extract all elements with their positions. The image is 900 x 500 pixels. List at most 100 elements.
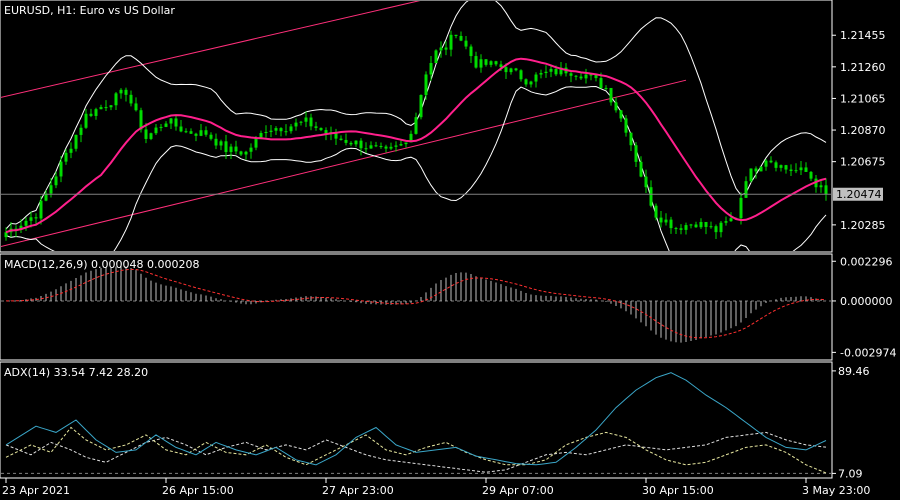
candle-body — [599, 78, 603, 89]
candle-body — [144, 129, 148, 139]
candle-body — [189, 131, 193, 134]
channel-upper-line — [1, 1, 421, 98]
candle-body — [334, 132, 338, 139]
candle-body — [654, 205, 658, 218]
candle-body — [519, 70, 523, 80]
candle-body — [804, 167, 808, 172]
candle-body — [79, 127, 83, 135]
candle-body — [614, 102, 618, 111]
candle-body — [534, 74, 538, 82]
candle-body — [394, 145, 398, 147]
candle-body — [114, 93, 118, 106]
candle-body — [724, 221, 728, 223]
candle-body — [779, 165, 783, 168]
candle-body — [39, 200, 43, 219]
candle-body — [369, 145, 373, 149]
candle-body — [174, 118, 178, 127]
candle-body — [209, 134, 213, 139]
candle-body — [84, 113, 88, 128]
candle-body — [99, 107, 103, 110]
time-axis-ticks: 23 Apr 2021 26 Apr 15:00 27 Apr 23:00 29 Ap… — [2, 478, 870, 497]
candle-body — [619, 110, 623, 119]
candle-body — [234, 146, 238, 152]
candle-body — [94, 109, 98, 116]
candle-body — [304, 117, 308, 122]
candle-body — [749, 168, 753, 182]
candle-body — [184, 131, 188, 133]
candle-body — [494, 61, 498, 65]
candle-body — [629, 132, 633, 146]
candle-body — [169, 118, 173, 124]
candle-body — [554, 68, 558, 75]
candle-body — [384, 146, 388, 149]
candle-body — [774, 162, 778, 168]
adx-tick-label: 7.09 — [838, 467, 863, 480]
candle-body — [484, 59, 488, 65]
candle-body — [509, 68, 513, 73]
candle-body — [319, 127, 323, 131]
candle-body — [379, 146, 383, 148]
time-tick-label: 23 Apr 2021 — [2, 484, 70, 497]
adx-plot — [1, 372, 831, 474]
candle-body — [389, 146, 393, 149]
time-tick-label: 29 Apr 07:00 — [482, 484, 554, 497]
candle-body — [359, 140, 363, 149]
candle-body — [539, 73, 543, 75]
candle-body — [264, 131, 268, 134]
candle-body — [514, 68, 518, 71]
candle-body — [29, 217, 33, 221]
candle-body — [279, 128, 283, 132]
candle-body — [249, 147, 253, 152]
candle-body — [594, 74, 598, 79]
candle-body — [824, 185, 828, 195]
candle-body — [644, 176, 648, 188]
candle-body — [149, 133, 153, 139]
price-pane: 1.21455 1.21260 1.21065 1.20870 1.20675 1.202… — [0, 0, 886, 253]
candle-body — [729, 218, 733, 222]
candle-body — [674, 228, 678, 230]
candle-body — [179, 126, 183, 132]
candle-body — [339, 138, 343, 140]
candle-body — [714, 226, 718, 233]
adx-pane-title: ADX(14) 33.54 7.42 28.20 — [4, 366, 148, 379]
candle-body — [604, 87, 608, 89]
candle-body — [744, 181, 748, 198]
current-price-label: 1.20474 — [836, 188, 882, 201]
candle-body — [44, 193, 48, 201]
price-tick-label: 1.20870 — [840, 124, 886, 137]
candle-body — [4, 232, 8, 238]
candle-body — [739, 197, 743, 219]
candle-body — [819, 185, 823, 188]
candle-body — [154, 127, 158, 134]
candle-body — [284, 131, 288, 133]
bollinger-lower-line — [5, 85, 827, 251]
macd-pane: 0.002296 0.000000 -0.002974 MACD(12,26,9) … — [0, 253, 896, 361]
price-plot — [1, 1, 828, 251]
candle-body — [119, 89, 123, 94]
candle-body — [649, 187, 653, 206]
candle-body — [129, 94, 133, 104]
candle-body — [374, 145, 378, 147]
candle-body — [764, 160, 768, 167]
candle-body — [269, 130, 273, 132]
candle-body — [634, 145, 638, 162]
candle-body — [524, 79, 528, 85]
adx-axis-ticks: 89.46 7.09 — [832, 365, 870, 480]
candle-body — [434, 50, 438, 64]
candle-body — [579, 76, 583, 79]
candle-body — [639, 161, 643, 177]
candle-body — [204, 130, 208, 135]
price-tick-label: 1.20675 — [840, 156, 886, 169]
candle-body — [24, 220, 28, 226]
candle-body — [64, 152, 68, 162]
current-price-box — [833, 187, 883, 201]
candle-body — [789, 169, 793, 171]
candle-body — [89, 113, 93, 116]
candle-body — [314, 126, 318, 128]
plus-di-line — [5, 426, 827, 474]
candle-body — [239, 151, 243, 155]
price-tick-label: 1.21260 — [840, 61, 886, 74]
candle-body — [454, 34, 458, 36]
price-tick-label: 1.21065 — [840, 92, 886, 105]
